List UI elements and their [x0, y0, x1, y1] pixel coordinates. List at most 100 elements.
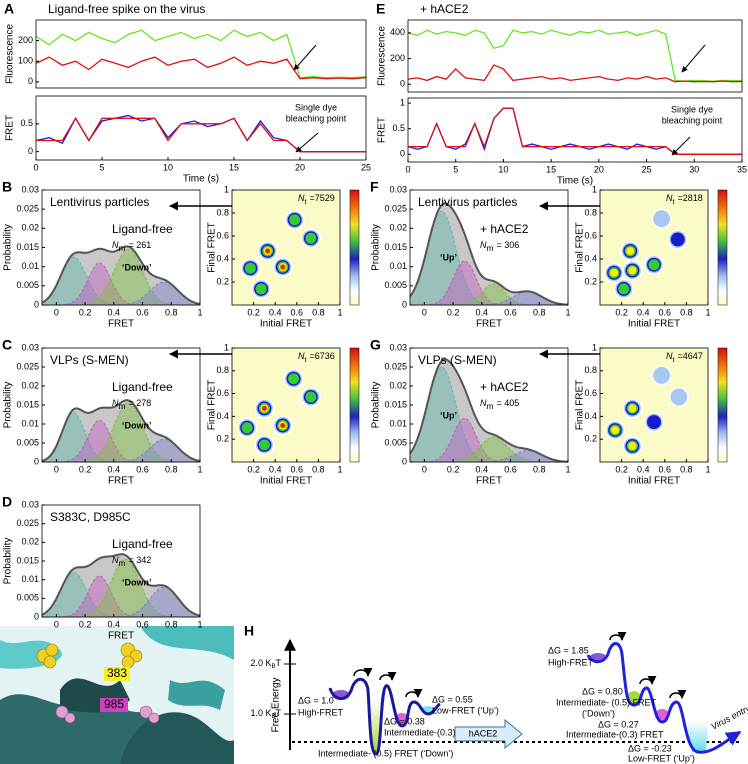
y-tick-label: 0.5 — [392, 123, 405, 133]
state-label: ‘Down’ — [122, 420, 152, 430]
y-tick-label: 0.8 — [216, 207, 229, 217]
y-tick-label: 0.2 — [216, 434, 229, 444]
x-tick-label: 15 — [546, 164, 556, 174]
energy-landscape — [328, 677, 441, 756]
count-symbol: N — [666, 351, 673, 361]
annotation: Single dye — [671, 104, 713, 114]
x-tick-label: 0.8 — [165, 307, 178, 317]
energy-label: Intermediate-(0.3) FRET — [384, 727, 482, 737]
density-peak — [628, 266, 637, 275]
trace — [35, 56, 367, 80]
panel-title: + hACE2 — [420, 2, 469, 16]
x-axis-label: Initial FRET — [628, 319, 680, 330]
colorbar — [349, 347, 360, 463]
x-axis-label: FRET — [108, 319, 134, 330]
tick-number: 1.0 K — [250, 708, 271, 718]
colorbar — [349, 189, 360, 306]
density-peak — [648, 259, 660, 271]
energy-label: ΔG = 0.38 — [384, 716, 425, 726]
density-peak — [261, 405, 267, 411]
energy-label: ΔG = 1.85 — [548, 645, 589, 655]
y-tick-label: 1 — [592, 184, 597, 194]
heatmap-background — [600, 348, 708, 462]
x-tick-label: 0 — [54, 464, 59, 474]
count-subscript: t — [305, 357, 307, 364]
colorbar — [717, 347, 728, 463]
y-tick-label: 0.4 — [584, 253, 597, 263]
histogram-area — [42, 554, 200, 617]
x-tick-label: 0.6 — [291, 307, 304, 317]
density-peak — [670, 232, 685, 247]
y-axis-label: Probability — [3, 224, 14, 271]
pointer-arrow — [295, 132, 319, 153]
heatmap-background — [232, 348, 340, 462]
y-tick-label: 0 — [34, 299, 39, 309]
y-tick-label: 200 — [18, 35, 33, 45]
density-peak — [280, 264, 286, 270]
y-tick-label: 0.5 — [20, 118, 33, 128]
y-tick-label: 0.025 — [16, 361, 39, 371]
y-tick-label: 0.01 — [389, 418, 407, 428]
x-tick-label: 0.2 — [247, 307, 260, 317]
state-label: ‘Down’ — [122, 577, 152, 587]
y-tick-label: 0.01 — [21, 261, 39, 271]
y-tick-label: 1 — [400, 97, 405, 107]
trace — [36, 117, 366, 153]
count-subscript: m — [119, 558, 126, 568]
density-peak — [628, 442, 637, 451]
count-value: = 342 — [128, 555, 151, 565]
plot-frame — [599, 347, 709, 463]
count-label: Nt =7529 — [298, 193, 335, 205]
fit-total — [409, 202, 569, 306]
trace — [408, 107, 742, 155]
density-peak — [628, 404, 637, 413]
y-tick-label: 0.8 — [584, 365, 597, 375]
y-tick-label: 0.02 — [21, 537, 39, 547]
y-tick-label: 0.8 — [584, 207, 597, 217]
x-tick-label: 25 — [361, 162, 371, 172]
histogram-area — [42, 400, 200, 462]
x-tick-label: 0.6 — [659, 307, 672, 317]
x-tick-label: 1 — [565, 307, 570, 317]
x-tick-label: 0 — [405, 164, 410, 174]
x-tick-label: 0.4 — [637, 307, 650, 317]
y-tick-label: 0.005 — [16, 280, 39, 290]
y-axis-label: Final FRET — [207, 380, 218, 431]
count-value: = 261 — [128, 240, 151, 250]
energy-label: Intermediate- (0.5) FRET (‘Down’) — [318, 748, 453, 758]
density-peak — [244, 262, 256, 274]
y-tick-label: 0 — [28, 146, 33, 156]
x-tick-label: 0.6 — [136, 464, 149, 474]
label-box — [100, 698, 128, 712]
plot-frame — [231, 189, 341, 306]
y-tick-label: 0 — [402, 299, 407, 309]
y-tick-label: 0.8 — [216, 365, 229, 375]
x-tick-label: 0 — [422, 307, 427, 317]
panel-label: A — [4, 1, 14, 17]
count-value: =7529 — [309, 193, 334, 203]
x-tick-label: 0.8 — [165, 619, 178, 629]
well-fill — [686, 722, 708, 752]
y-tick-label: 1 — [224, 342, 229, 352]
y-tick-label: 0.03 — [21, 342, 39, 352]
density-peak — [653, 210, 671, 228]
y-tick-label: 0 — [34, 611, 39, 621]
energy-label: Low-FRET (‘Up’) — [628, 753, 695, 763]
fit-total — [41, 553, 201, 617]
y-tick-label: 0.015 — [16, 242, 39, 252]
energy-label: High-FRET — [298, 707, 344, 717]
density-peak — [288, 373, 300, 385]
x-tick-label: 10 — [498, 164, 508, 174]
x-tick-label: 0.2 — [79, 464, 92, 474]
x-tick-label: 10 — [163, 162, 173, 172]
state-label: ‘Down’ — [122, 262, 152, 272]
panel-label: E — [376, 1, 385, 17]
pointer-arrow — [671, 136, 691, 156]
energy-label: Intermediate- (0.5) FRET — [556, 697, 657, 707]
energy-label: Low-FRET (‘Up’) — [432, 705, 499, 715]
pointer-arrow — [681, 44, 706, 73]
plot-frame — [35, 19, 367, 89]
x-tick-label: 5 — [99, 162, 104, 172]
count-value: = 405 — [496, 398, 519, 408]
y-tick-label: 0 — [28, 76, 33, 86]
